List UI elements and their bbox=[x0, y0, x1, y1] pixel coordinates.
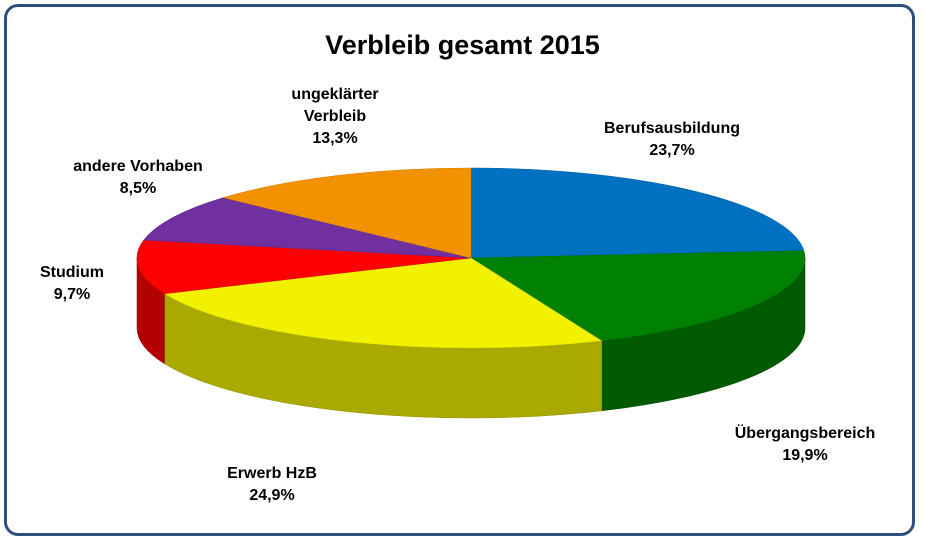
pie-slice bbox=[222, 167, 472, 259]
slice-value: 8,5% bbox=[119, 180, 157, 197]
pie-slice bbox=[163, 257, 603, 349]
slice-value: 19,9% bbox=[782, 447, 828, 464]
slice-label: Berufsausbildung 23,7% bbox=[572, 118, 772, 162]
slice-label: Übergangsbereich 19,9% bbox=[705, 423, 905, 467]
pie-slice bbox=[470, 167, 805, 259]
slice-label: andere Vorhaben 8,5% bbox=[48, 156, 228, 200]
slice-name: Studium bbox=[40, 264, 104, 281]
slice-name: Berufsausbildung bbox=[603, 120, 740, 137]
slice-label: ungeklärter Verbleib 13,3% bbox=[270, 84, 400, 150]
chart-title: Verbleib gesamt 2015 bbox=[325, 30, 600, 60]
slice-label: Erwerb HzB 24,9% bbox=[192, 463, 352, 507]
slice-label: Studium 9,7% bbox=[12, 262, 132, 306]
slice-value: 13,3% bbox=[312, 130, 358, 147]
pie-slice bbox=[470, 250, 806, 342]
slice-name: ungeklärter Verbleib bbox=[291, 86, 379, 125]
slice-value: 9,7% bbox=[53, 286, 91, 303]
slice-name: Erwerb HzB bbox=[227, 465, 317, 482]
slice-value: 24,9% bbox=[249, 487, 295, 504]
slice-value: 23,7% bbox=[649, 142, 695, 159]
slice-name: andere Vorhaben bbox=[73, 158, 203, 175]
pie-slice bbox=[143, 197, 472, 259]
slice-name: Übergangsbereich bbox=[734, 425, 876, 442]
